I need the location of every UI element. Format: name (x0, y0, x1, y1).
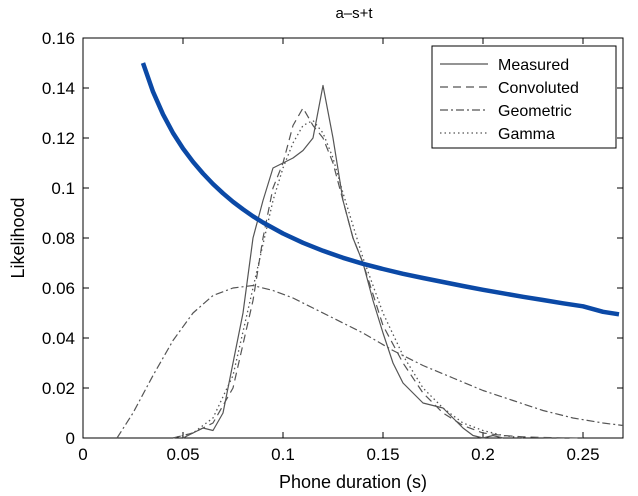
y-tick-label: 0.12 (42, 129, 75, 148)
y-tick-label: 0.04 (42, 329, 75, 348)
x-tick-label: 0.15 (366, 445, 399, 464)
x-tick-label: 0.05 (166, 445, 199, 464)
series-blue-curve (140, 62, 620, 317)
y-tick-label: 0.16 (42, 29, 75, 48)
x-tick-label: 0.25 (566, 445, 599, 464)
legend: Measured Convoluted Geometric Gamma (431, 45, 617, 149)
y-tick-label: 0 (66, 429, 75, 448)
legend-label-gamma: Gamma (498, 126, 555, 143)
legend-label-convoluted: Convoluted (498, 80, 579, 97)
chart-title: a–s+t (335, 5, 373, 22)
y-tick-label: 0.1 (51, 179, 75, 198)
x-tick-label: 0 (78, 445, 87, 464)
x-axis-title: Phone duration (s) (279, 472, 427, 492)
data-series (116, 62, 624, 439)
axis-ticks: 0 0.05 0.1 0.15 0.2 0.25 0 0.02 0.04 0.06 0.08 0.1 0… (42, 29, 623, 464)
y-tick-label: 0.06 (42, 279, 75, 298)
series-gamma (172, 119, 524, 439)
y-axis-title: Likelihood (8, 197, 28, 278)
legend-label-measured: Measured (498, 57, 569, 74)
legend-box (431, 45, 617, 149)
legend-label-geometric: Geometric (498, 103, 572, 120)
x-tick-label: 0.1 (271, 445, 295, 464)
series-convoluted (172, 107, 584, 439)
x-tick-label: 0.2 (471, 445, 495, 464)
y-tick-label: 0.08 (42, 229, 75, 248)
series-geometric (116, 284, 624, 439)
y-tick-label: 0.02 (42, 379, 75, 398)
y-tick-label: 0.14 (42, 79, 75, 98)
